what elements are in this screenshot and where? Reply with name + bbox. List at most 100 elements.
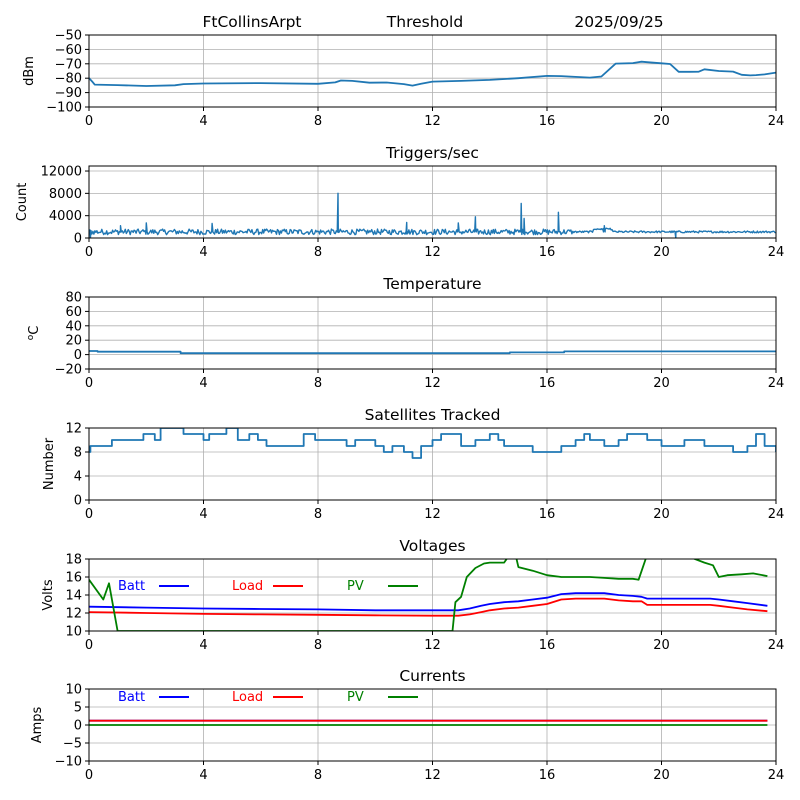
panel-title: Temperature <box>382 275 481 293</box>
legend-label-batt: Batt <box>118 690 145 705</box>
y-tick-label: −80 <box>55 72 82 87</box>
y-tick-label: 0 <box>74 348 82 363</box>
x-tick-label: 12 <box>424 245 441 260</box>
x-tick-label: 16 <box>539 507 556 522</box>
series-group <box>89 60 776 87</box>
axes-frame <box>88 688 777 762</box>
legend-label-batt: Batt <box>118 579 145 594</box>
x-tick-label: 4 <box>199 507 207 522</box>
y-axis-label: Count <box>15 183 30 222</box>
x-tick-label: 24 <box>768 768 785 783</box>
y-tick-label: 12 <box>65 422 82 437</box>
series-line-triggers <box>89 192 776 238</box>
x-tick-label: 8 <box>314 114 322 129</box>
x-tick-label: 16 <box>539 638 556 653</box>
y-tick-label: 5 <box>74 701 82 716</box>
series-line-temperature <box>89 350 776 355</box>
y-tick-label: 12 <box>65 607 82 622</box>
series-line-batt <box>89 592 768 612</box>
x-tick-label: 12 <box>424 114 441 129</box>
x-tick-label: 12 <box>424 768 441 783</box>
y-axis-label: Volts <box>41 579 56 611</box>
series-group <box>89 350 776 355</box>
series-group <box>89 428 776 459</box>
panel-title: Voltages <box>399 537 465 555</box>
x-tick-label: 20 <box>653 245 670 260</box>
x-tick-label: 0 <box>85 507 93 522</box>
x-tick-label: 8 <box>314 638 322 653</box>
panel-currents: Currents Amps 0 4 8 12 16 20 24 −10 −5 0 5 10 Batt Load… <box>30 667 784 783</box>
y-axis-label: dBm <box>22 56 37 86</box>
y-tick-label: 0 <box>74 719 82 734</box>
axes-frame <box>88 165 777 239</box>
series-line-load <box>89 597 768 617</box>
x-tick-label: 4 <box>199 638 207 653</box>
x-tick-label: 20 <box>653 638 670 653</box>
series-line-threshold <box>89 60 776 87</box>
x-tick-label: 24 <box>768 114 785 129</box>
x-tick-label: 8 <box>314 768 322 783</box>
panel-voltages: Voltages Volts 0 4 8 12 16 20 24 10 12 14 16 18 Batt Lo… <box>41 537 784 653</box>
series-group <box>89 559 768 631</box>
series-group <box>89 719 768 726</box>
x-tick-label: 20 <box>653 507 670 522</box>
x-tick-label: 20 <box>653 376 670 391</box>
x-tick-label: 4 <box>199 376 207 391</box>
x-tick-label: 12 <box>424 638 441 653</box>
y-tick-label: 0 <box>74 494 82 509</box>
y-tick-label: 80 <box>65 291 82 306</box>
station-title: FtCollinsArpt <box>202 13 301 31</box>
x-tick-label: 16 <box>539 376 556 391</box>
y-tick-label: −5 <box>63 737 82 752</box>
y-tick-label: 40 <box>65 319 82 334</box>
y-tick-label: 8 <box>74 446 82 461</box>
y-axis-label: Number <box>42 437 57 490</box>
x-tick-label: 16 <box>539 114 556 129</box>
x-tick-label: 0 <box>85 768 93 783</box>
y-axis-label: Amps <box>30 706 45 743</box>
y-tick-label: 10 <box>65 683 82 698</box>
y-tick-label: −20 <box>55 363 82 378</box>
x-tick-label: 4 <box>199 114 207 129</box>
y-tick-label: 20 <box>65 334 82 349</box>
series-line-satellites <box>89 428 776 459</box>
legend-label-pv: PV <box>347 579 364 594</box>
y-tick-label: −50 <box>55 29 82 44</box>
y-tick-label: −90 <box>55 86 82 101</box>
legend-label-load: Load <box>232 579 263 594</box>
y-tick-label: −70 <box>55 57 82 72</box>
x-tick-label: 20 <box>653 114 670 129</box>
x-tick-label: 8 <box>314 376 322 391</box>
panel-threshold: dBm 0 4 8 12 16 20 24 −100−90−80−70−60−50 <box>22 29 784 130</box>
x-tick-label: 4 <box>199 768 207 783</box>
y-tick-label: 12000 <box>41 165 82 180</box>
x-tick-label: 12 <box>424 376 441 391</box>
y-tick-label: 0 <box>74 232 82 247</box>
axes-frame <box>88 296 777 370</box>
y-tick-label: 18 <box>65 553 82 568</box>
x-tick-label: 20 <box>653 768 670 783</box>
x-tick-label: 0 <box>85 245 93 260</box>
y-tick-label: −10 <box>55 755 82 770</box>
panel-satellites: Satellites Tracked Number 0 4 8 12 16 20 24 0 4 8 12 <box>42 406 784 522</box>
x-tick-label: 24 <box>768 376 785 391</box>
x-tick-label: 4 <box>199 245 207 260</box>
y-tick-label: −100 <box>46 101 82 116</box>
legend-label-load: Load <box>232 690 263 705</box>
y-tick-label: 60 <box>65 305 82 320</box>
panel-title: Currents <box>399 667 465 685</box>
y-tick-label: 8000 <box>49 187 82 202</box>
legend-label-pv: PV <box>347 690 364 705</box>
x-tick-label: 0 <box>85 638 93 653</box>
x-tick-label: 8 <box>314 507 322 522</box>
y-tick-label: 4 <box>74 470 82 485</box>
date-title: 2025/09/25 <box>574 13 663 31</box>
series-line-pv <box>89 559 768 631</box>
x-tick-label: 24 <box>768 507 785 522</box>
mode-title: Threshold <box>386 13 463 31</box>
panel-title: Satellites Tracked <box>365 406 501 424</box>
y-tick-label: 14 <box>65 589 82 604</box>
